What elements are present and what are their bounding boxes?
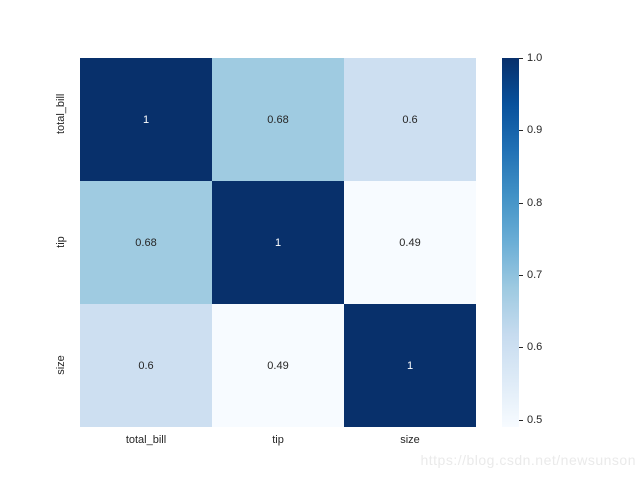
heatmap-cell-tip-tip: 1 bbox=[212, 181, 344, 304]
colorbar-tick-label-1.0: 1.0 bbox=[527, 52, 543, 64]
y-tick-label-tip: tip bbox=[55, 235, 67, 248]
heatmap-cell-tip-size: 0.49 bbox=[344, 181, 476, 304]
heatmap-cell-size-tip: 0.49 bbox=[212, 304, 344, 427]
x-tick-label-total_bill: total_bill bbox=[125, 434, 167, 446]
colorbar-tick-mark-0.8 bbox=[519, 202, 523, 204]
colorbar-tick-mark-0.9 bbox=[519, 130, 523, 132]
colorbar-tick-mark-0.5 bbox=[519, 419, 523, 421]
heatmap-cell-size-size: 1 bbox=[344, 304, 476, 427]
colorbar-tick-label-0.7: 0.7 bbox=[527, 269, 543, 282]
heatmap-cell-size-total_bill: 0.6 bbox=[80, 304, 212, 427]
watermark: https://blog.csdn.net/newsunson bbox=[420, 452, 636, 468]
x-tick-label-tip: tip bbox=[272, 434, 284, 446]
heatmap-cell-total_bill-size: 0.6 bbox=[344, 58, 476, 181]
colorbar-tick-mark-0.7 bbox=[519, 275, 523, 277]
heatmap-cell-total_bill-total_bill: 1 bbox=[80, 58, 212, 181]
y-tick-label-total_bill: total_bill bbox=[55, 93, 67, 134]
colorbar-tick-label-0.6: 0.6 bbox=[527, 341, 543, 354]
heatmap-cell-tip-total_bill: 0.68 bbox=[80, 181, 212, 304]
heatmap-grid: 1 0.68 0.6 0.68 1 0.49 0.6 0.49 1 bbox=[80, 58, 476, 427]
colorbar-tick-label-0.8: 0.8 bbox=[527, 196, 543, 209]
colorbar-tick-mark-0.6 bbox=[519, 347, 523, 349]
colorbar bbox=[502, 58, 519, 427]
colorbar-tick-label-0.5: 0.5 bbox=[527, 413, 543, 426]
colorbar-tick-label-0.9: 0.9 bbox=[527, 124, 543, 137]
colorbar-tick-mark-1.0 bbox=[519, 58, 523, 59]
x-tick-label-size: size bbox=[400, 434, 420, 446]
heatmap-cell-total_bill-tip: 0.68 bbox=[212, 58, 344, 181]
y-tick-label-size: size bbox=[55, 354, 67, 375]
